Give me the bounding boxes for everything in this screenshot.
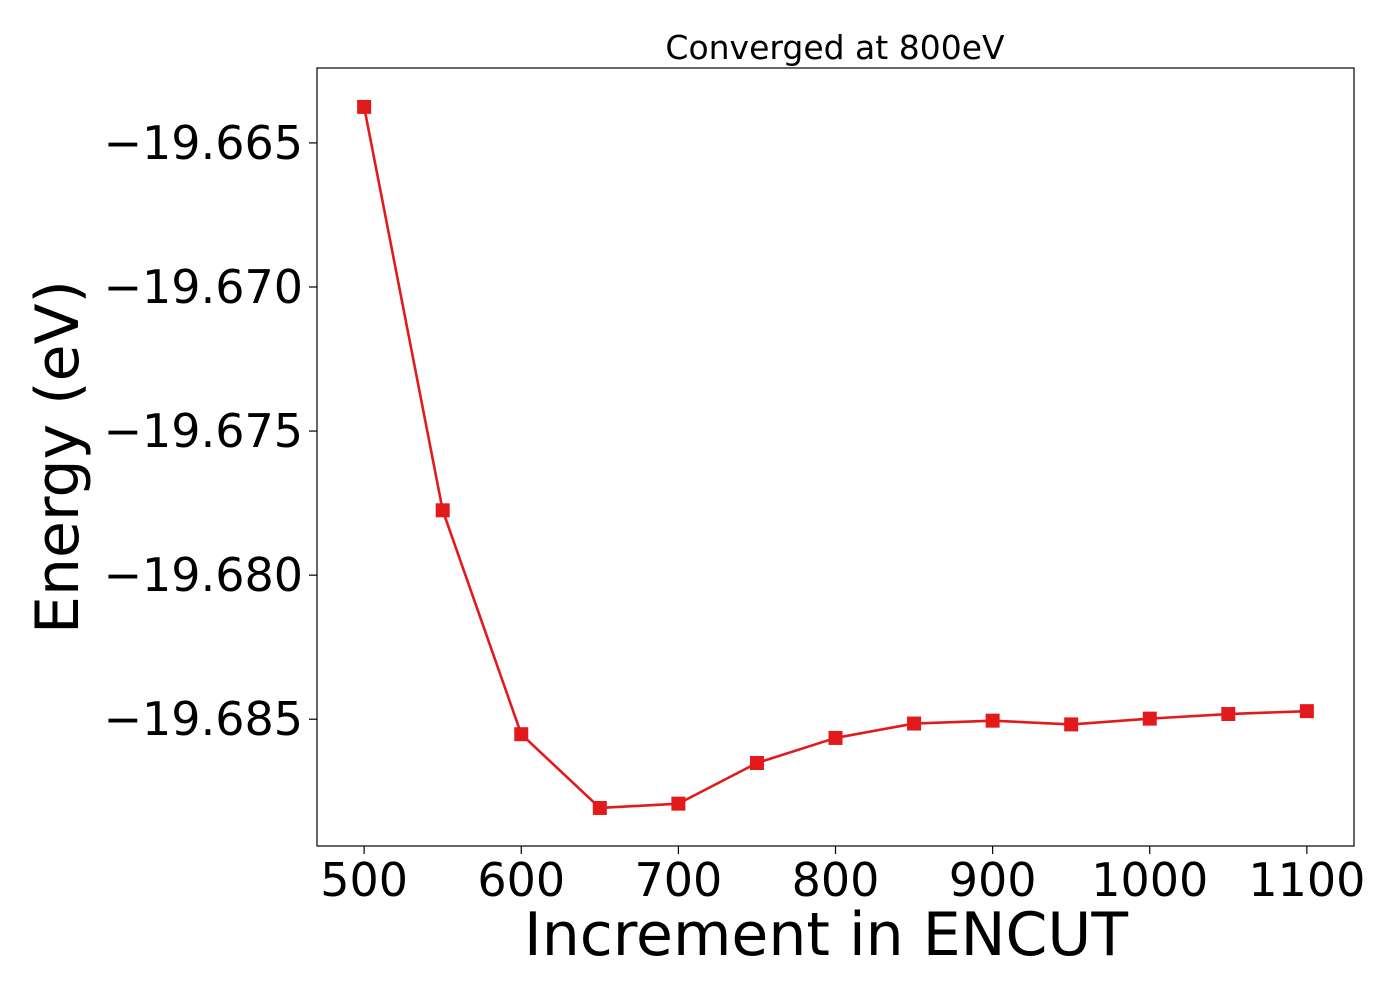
data-point bbox=[1064, 717, 1079, 732]
data-point bbox=[907, 716, 922, 731]
x-axis: 500 600 700 800 900 1000 1100 bbox=[320, 846, 1365, 907]
series-line bbox=[362, 106, 1307, 810]
data-point bbox=[514, 727, 529, 742]
y-axis-title: Energy (eV) bbox=[23, 280, 93, 634]
x-tick-label: 700 bbox=[634, 853, 722, 907]
y-tick-label: −19.665 bbox=[104, 116, 304, 170]
x-tick-label: 1000 bbox=[1091, 853, 1208, 907]
data-point bbox=[1142, 711, 1157, 726]
y-tick-label: −19.685 bbox=[104, 692, 304, 746]
data-point bbox=[1299, 704, 1314, 719]
data-point bbox=[592, 800, 607, 815]
data-point bbox=[435, 503, 450, 518]
data-point bbox=[828, 730, 843, 745]
plot-area-frame bbox=[316, 67, 1355, 847]
x-axis-title: Increment in ENCUT bbox=[524, 900, 1128, 970]
data-point bbox=[749, 756, 764, 771]
data-point bbox=[1221, 707, 1236, 722]
data-point bbox=[357, 99, 372, 114]
x-tick-label: 900 bbox=[949, 853, 1037, 907]
y-tick-label: −19.680 bbox=[104, 548, 304, 602]
chart-title: Converged at 800eV bbox=[665, 28, 1005, 67]
x-tick-label: 800 bbox=[792, 853, 880, 907]
data-point bbox=[671, 796, 686, 811]
series-layer bbox=[357, 99, 1314, 815]
y-axis: −19.665 −19.670 −19.675 −19.680 −19.685 bbox=[104, 116, 317, 746]
x-tick-label: 1100 bbox=[1248, 853, 1365, 907]
data-point bbox=[985, 713, 1000, 728]
x-tick-label: 600 bbox=[477, 853, 565, 907]
y-tick-label: −19.670 bbox=[104, 260, 304, 314]
x-tick-label: 500 bbox=[320, 853, 408, 907]
y-tick-label: −19.675 bbox=[104, 404, 304, 458]
